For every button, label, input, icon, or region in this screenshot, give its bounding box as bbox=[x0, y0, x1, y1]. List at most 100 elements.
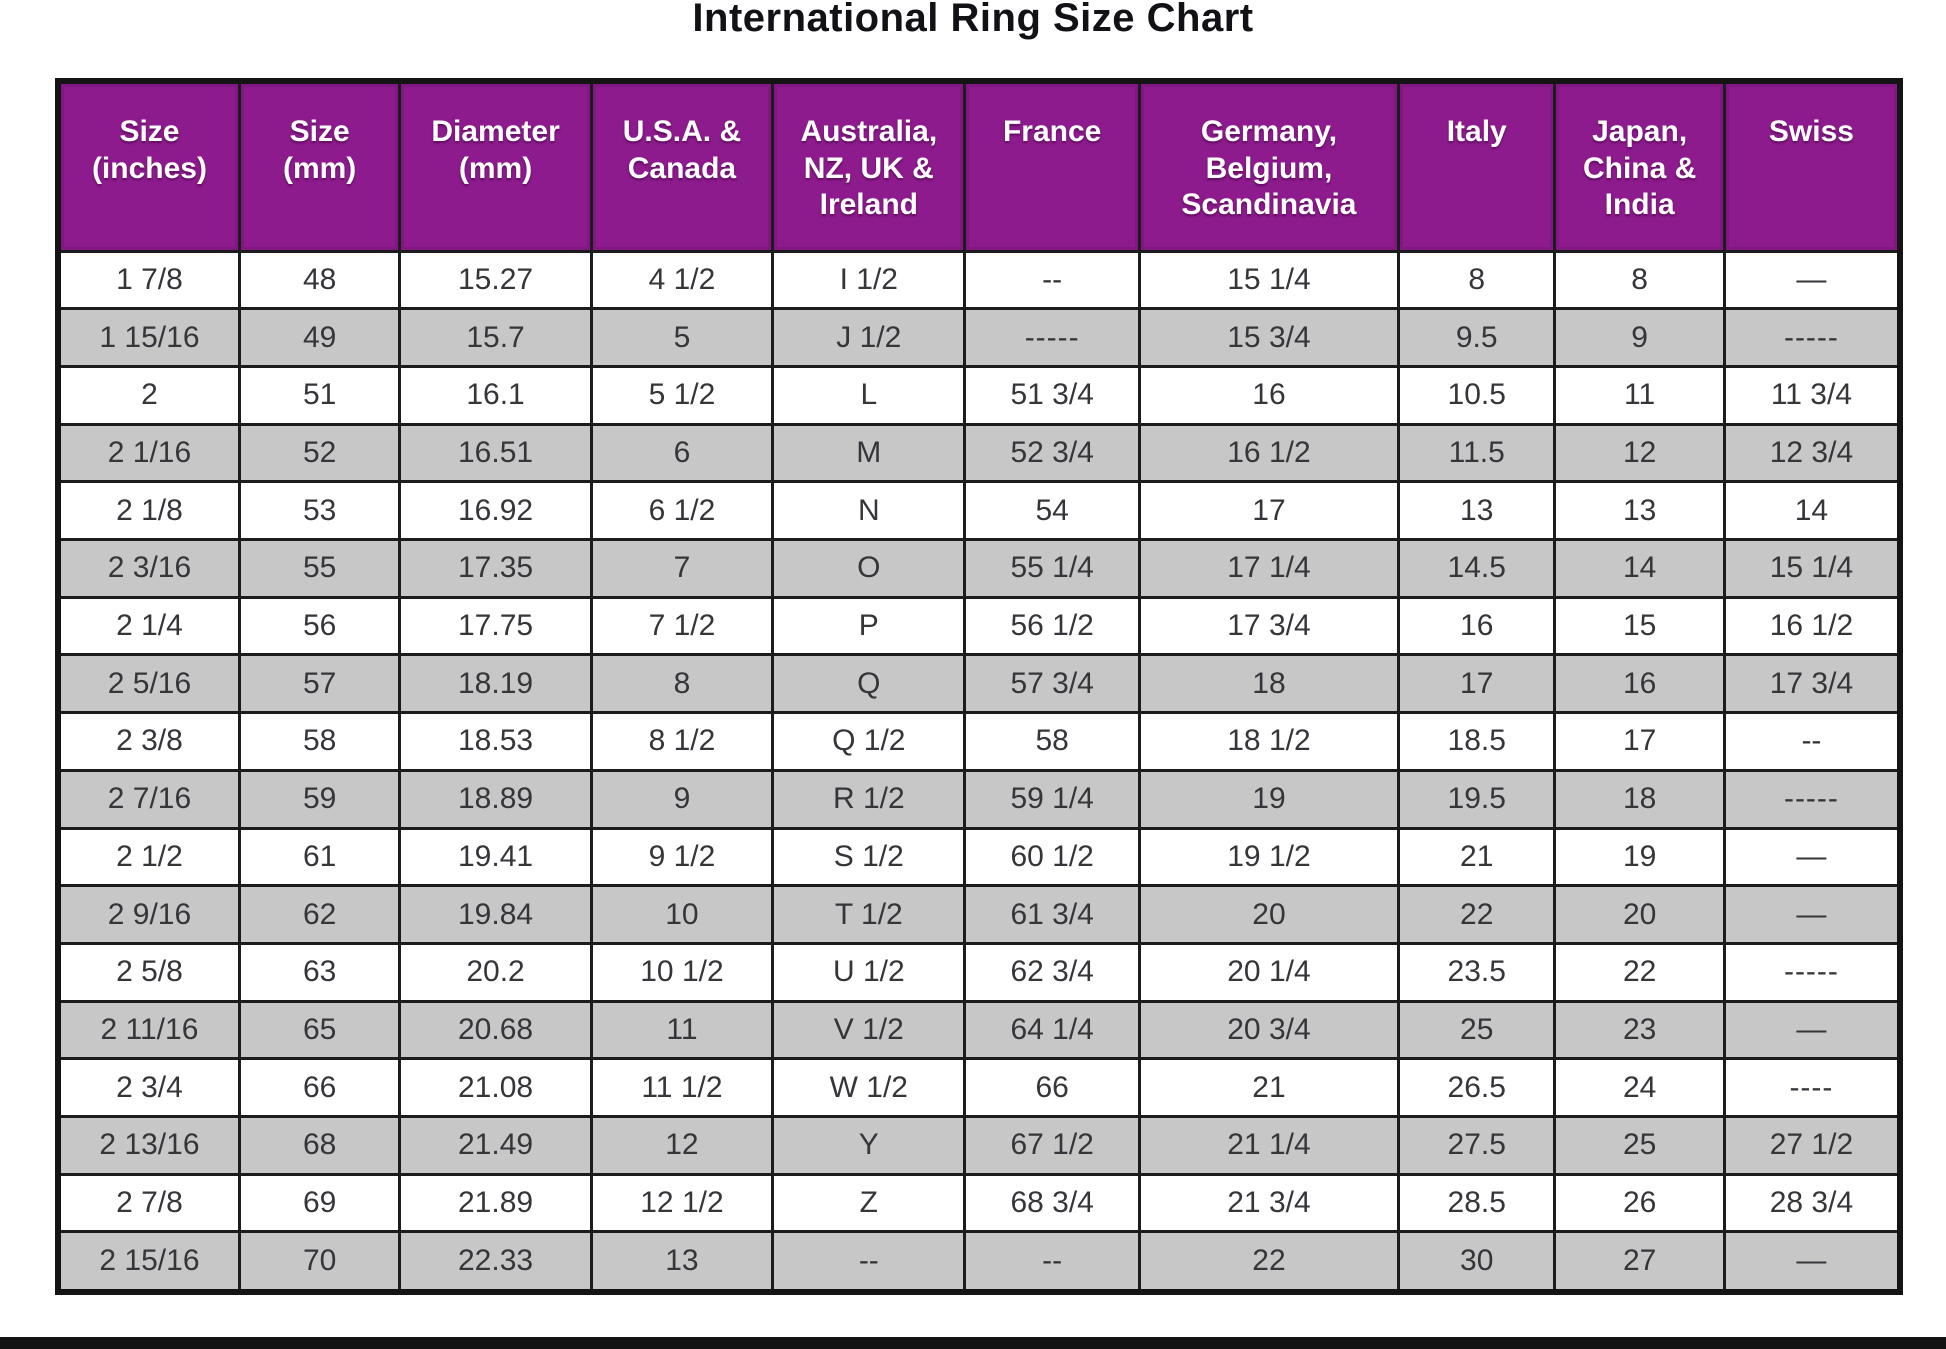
table-row: 2 5/16 57 18.19 8 Q 57 3/4 18 17 16 17 3/4 bbox=[56, 653, 1902, 715]
table-cell: V 1/2 bbox=[771, 999, 967, 1061]
table-cell: Q bbox=[771, 653, 967, 715]
table-cell: -- bbox=[1722, 711, 1902, 772]
table-cell: 58 bbox=[237, 711, 402, 772]
table-cell: J 1/2 bbox=[771, 307, 967, 368]
table-cell: 27 1/2 bbox=[1722, 1115, 1902, 1176]
table-cell: 20 bbox=[1553, 884, 1726, 945]
table-cell: 21.08 bbox=[398, 1057, 593, 1119]
table-row: 2 9/16 62 19.84 10 T 1/2 61 3/4 20 22 20— bbox=[56, 884, 1902, 945]
table-cell: I 1/2 bbox=[771, 249, 967, 311]
table-cell: 13 bbox=[589, 1230, 775, 1294]
table-cell: 2 7/8 bbox=[56, 1172, 241, 1234]
table-row: 2 13/16 68 21.49 12 Y 67 1/2 21 1/4 27.5 25 27 1/… bbox=[56, 1115, 1902, 1176]
table-cell: 16.1 bbox=[398, 364, 593, 426]
table-cell: 8 bbox=[589, 653, 775, 715]
header-cell-1: Size (mm) bbox=[237, 79, 402, 253]
table-cell: 16 1/2 bbox=[1137, 422, 1401, 484]
table-cell: 19.5 bbox=[1397, 768, 1557, 830]
table-row: 2 3/4 66 21.08 11 1/2 W 1/2 66 21 26.5 24 ---- bbox=[56, 1057, 1902, 1119]
header-cell-9: Swiss bbox=[1722, 79, 1902, 253]
header-row: Size (inches) Size (mm) Diameter (mm) U.S.A… bbox=[56, 79, 1902, 253]
table-cell: ----- bbox=[1722, 307, 1902, 368]
table-cell: Z bbox=[771, 1172, 967, 1234]
table-cell: 51 bbox=[237, 364, 402, 426]
table-cell: 23.5 bbox=[1397, 941, 1557, 1003]
table-cell: 13 bbox=[1397, 480, 1557, 542]
table-cell: 11 bbox=[1553, 364, 1726, 426]
table-cell: 2 3/16 bbox=[56, 538, 241, 599]
table-cell: ---- bbox=[1722, 1057, 1902, 1119]
table-cell: 9 bbox=[589, 768, 775, 830]
table-cell: 9 1/2 bbox=[589, 826, 775, 888]
table-cell: 20.2 bbox=[398, 941, 593, 1003]
table-cell: 5 1/2 bbox=[589, 364, 775, 426]
table-cell: 2 5/16 bbox=[56, 653, 241, 715]
table-cell: 17 bbox=[1397, 653, 1557, 715]
table-cell: 15 bbox=[1553, 595, 1726, 657]
table-cell: 9 bbox=[1553, 307, 1726, 368]
table-cell: 15 1/4 bbox=[1137, 249, 1401, 311]
table-cell: 56 bbox=[237, 595, 402, 657]
header-cell-3: U.S.A. & Canada bbox=[589, 79, 775, 253]
table-cell: 65 bbox=[237, 999, 402, 1061]
table-row: 2 7/16 59 18.89 9 R 1/2 59 1/4 19 19.5 18 ----- bbox=[56, 768, 1902, 830]
table-cell: 15.27 bbox=[398, 249, 593, 311]
table-cell: 61 bbox=[237, 826, 402, 888]
table-cell: 7 bbox=[589, 538, 775, 599]
table-cell: 12 1/2 bbox=[589, 1172, 775, 1234]
table-cell: 9.5 bbox=[1397, 307, 1557, 368]
table-cell: 19 bbox=[1137, 768, 1401, 830]
table-cell: 23 bbox=[1553, 999, 1726, 1061]
table-cell: 2 bbox=[56, 364, 241, 426]
table-cell: 12 bbox=[1553, 422, 1726, 484]
table-cell: 5 bbox=[589, 307, 775, 368]
table-cell: 54 bbox=[963, 480, 1141, 542]
ring-size-table: Size (inches) Size (mm) Diameter (mm) U.S.A… bbox=[55, 78, 1903, 1295]
table-cell: 22 bbox=[1397, 884, 1557, 945]
table-row: 2 15/16 70 22.33 13 -- -- 22 30 27— bbox=[56, 1230, 1902, 1294]
table-cell: 19.41 bbox=[398, 826, 593, 888]
table-cell: 15 3/4 bbox=[1137, 307, 1401, 368]
table-cell: 30 bbox=[1397, 1230, 1557, 1294]
table-cell: 17 3/4 bbox=[1137, 595, 1401, 657]
table-cell: 2 11/16 bbox=[56, 999, 241, 1061]
table-cell: 19 bbox=[1553, 826, 1726, 888]
table-cell: 17.35 bbox=[398, 538, 593, 599]
table-cell: 14 bbox=[1553, 538, 1726, 599]
table-body: 1 7/8 48 15.27 4 1/2 I 1/2 -- 15 1/4 8 8—1 15/16… bbox=[56, 249, 1902, 1294]
header-cell-5: France bbox=[963, 79, 1141, 253]
table-cell: 68 3/4 bbox=[963, 1172, 1141, 1234]
table-cell: 15 1/4 bbox=[1722, 538, 1902, 599]
table-cell: 17.75 bbox=[398, 595, 593, 657]
table-row: 2 11/16 65 20.68 11 V 1/2 64 1/4 20 3/4 25 23— bbox=[56, 999, 1902, 1061]
table-cell: 17 bbox=[1137, 480, 1401, 542]
table-row: 2 1/4 56 17.75 7 1/2 P 56 1/2 17 3/4 16 15 16 1/2 bbox=[56, 595, 1902, 657]
table-cell: ----- bbox=[963, 307, 1141, 368]
table-cell: 1 7/8 bbox=[56, 249, 241, 311]
table-cell: 18 bbox=[1137, 653, 1401, 715]
table-cell: 18.53 bbox=[398, 711, 593, 772]
table-cell: 8 bbox=[1553, 249, 1726, 311]
table-cell: — bbox=[1722, 826, 1902, 888]
table-cell: 1 15/16 bbox=[56, 307, 241, 368]
table-cell: -- bbox=[963, 249, 1141, 311]
page-title: International Ring Size Chart bbox=[692, 0, 1254, 40]
table-cell: 27 bbox=[1553, 1230, 1726, 1294]
table-row: 1 15/16 49 15.7 5 J 1/2 ----- 15 3/4 9.5 9 ----- bbox=[56, 307, 1902, 368]
header-cell-8: Japan, China & India bbox=[1553, 79, 1726, 253]
table-cell: — bbox=[1722, 1230, 1902, 1294]
table-cell: 7 1/2 bbox=[589, 595, 775, 657]
table-cell: 18.19 bbox=[398, 653, 593, 715]
table-header: Size (inches) Size (mm) Diameter (mm) U.S.A… bbox=[56, 79, 1902, 253]
table-cell: 10 1/2 bbox=[589, 941, 775, 1003]
table-cell: 19 1/2 bbox=[1137, 826, 1401, 888]
table-cell: 16.92 bbox=[398, 480, 593, 542]
table-cell: 2 3/4 bbox=[56, 1057, 241, 1119]
table-cell: 61 3/4 bbox=[963, 884, 1141, 945]
table-cell: 26 bbox=[1553, 1172, 1726, 1234]
table-row: 2 1/16 52 16.51 6 M 52 3/4 16 1/2 11.5 12 12 3/4 bbox=[56, 422, 1902, 484]
table-cell: 21 3/4 bbox=[1137, 1172, 1401, 1234]
table-cell: 6 1/2 bbox=[589, 480, 775, 542]
table-cell: 66 bbox=[963, 1057, 1141, 1119]
table-cell: 28.5 bbox=[1397, 1172, 1557, 1234]
